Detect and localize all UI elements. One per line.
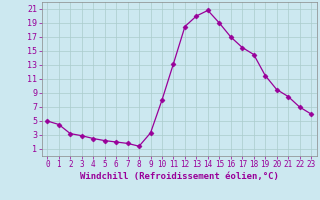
X-axis label: Windchill (Refroidissement éolien,°C): Windchill (Refroidissement éolien,°C)	[80, 172, 279, 181]
